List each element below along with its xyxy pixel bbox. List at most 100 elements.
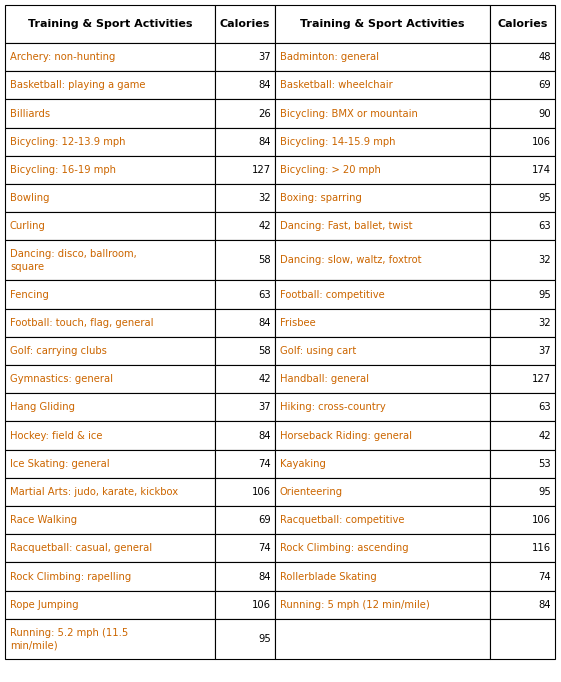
Bar: [215, 240, 275, 280]
Text: Bicycling: > 20 mph: Bicycling: > 20 mph: [280, 165, 381, 175]
Bar: [275, 71, 490, 100]
Text: 95: 95: [538, 487, 551, 497]
Text: Dancing: disco, ballroom,
square: Dancing: disco, ballroom, square: [10, 249, 137, 271]
Text: Ice Skating: general: Ice Skating: general: [10, 459, 109, 469]
Bar: [215, 449, 275, 478]
Text: 37: 37: [259, 52, 271, 62]
Text: Rope Jumping: Rope Jumping: [10, 599, 79, 610]
Bar: [275, 478, 490, 506]
Bar: [5, 421, 215, 449]
Text: Training & Sport Activities: Training & Sport Activities: [300, 19, 465, 29]
Bar: [215, 337, 275, 365]
Bar: [275, 128, 490, 155]
Text: Calories: Calories: [497, 19, 548, 29]
Text: 95: 95: [538, 193, 551, 203]
Bar: [490, 5, 555, 43]
Text: 84: 84: [539, 599, 551, 610]
Bar: [215, 308, 275, 337]
Text: Dancing: Fast, ballet, twist: Dancing: Fast, ballet, twist: [280, 221, 412, 231]
Text: Horseback Riding: general: Horseback Riding: general: [280, 430, 412, 441]
Bar: [215, 421, 275, 449]
Bar: [490, 394, 555, 421]
Text: Golf: carrying clubs: Golf: carrying clubs: [10, 346, 107, 356]
Bar: [275, 506, 490, 534]
Bar: [490, 240, 555, 280]
Bar: [5, 365, 215, 394]
Text: 84: 84: [259, 318, 271, 327]
Bar: [215, 280, 275, 308]
Bar: [215, 563, 275, 591]
Bar: [5, 534, 215, 563]
Bar: [5, 506, 215, 534]
Bar: [215, 5, 275, 43]
Text: 174: 174: [532, 165, 551, 175]
Text: 63: 63: [539, 221, 551, 231]
Text: 106: 106: [252, 599, 271, 610]
Text: Golf: using cart: Golf: using cart: [280, 346, 356, 356]
Bar: [275, 394, 490, 421]
Bar: [215, 155, 275, 184]
Bar: [5, 155, 215, 184]
Text: Race Walking: Race Walking: [10, 515, 77, 525]
Bar: [5, 394, 215, 421]
Bar: [215, 365, 275, 394]
Text: Bicycling: 12-13.9 mph: Bicycling: 12-13.9 mph: [10, 136, 126, 147]
Bar: [275, 421, 490, 449]
Text: 63: 63: [539, 402, 551, 413]
Text: Bicycling: BMX or mountain: Bicycling: BMX or mountain: [280, 108, 418, 119]
Text: 90: 90: [539, 108, 551, 119]
Text: Running: 5 mph (12 min/mile): Running: 5 mph (12 min/mile): [280, 599, 430, 610]
Bar: [5, 5, 215, 43]
Text: Bowling: Bowling: [10, 193, 49, 203]
Bar: [490, 337, 555, 365]
Bar: [215, 100, 275, 128]
Text: Bicycling: 16-19 mph: Bicycling: 16-19 mph: [10, 165, 116, 175]
Text: 127: 127: [252, 165, 271, 175]
Bar: [215, 128, 275, 155]
Text: 48: 48: [539, 52, 551, 62]
Text: 95: 95: [258, 634, 271, 644]
Text: Racquetball: casual, general: Racquetball: casual, general: [10, 544, 152, 553]
Bar: [215, 506, 275, 534]
Bar: [5, 449, 215, 478]
Bar: [5, 591, 215, 619]
Text: Gymnastics: general: Gymnastics: general: [10, 374, 113, 384]
Text: 32: 32: [259, 193, 271, 203]
Text: 84: 84: [259, 572, 271, 582]
Text: 69: 69: [258, 515, 271, 525]
Text: 74: 74: [539, 572, 551, 582]
Bar: [275, 5, 490, 43]
Bar: [5, 43, 215, 71]
Bar: [490, 155, 555, 184]
Bar: [275, 591, 490, 619]
Text: Boxing: sparring: Boxing: sparring: [280, 193, 362, 203]
Text: Archery: non-hunting: Archery: non-hunting: [10, 52, 116, 62]
Text: 58: 58: [259, 255, 271, 265]
Text: Hang Gliding: Hang Gliding: [10, 402, 75, 413]
Text: 106: 106: [252, 487, 271, 497]
Text: Kayaking: Kayaking: [280, 459, 326, 469]
Bar: [5, 184, 215, 212]
Text: Training & Sport Activities: Training & Sport Activities: [27, 19, 192, 29]
Text: Football: touch, flag, general: Football: touch, flag, general: [10, 318, 154, 327]
Bar: [275, 43, 490, 71]
Text: Orienteering: Orienteering: [280, 487, 343, 497]
Text: 95: 95: [538, 289, 551, 299]
Bar: [5, 100, 215, 128]
Bar: [275, 619, 490, 659]
Bar: [215, 591, 275, 619]
Bar: [5, 128, 215, 155]
Bar: [490, 212, 555, 240]
Text: Fencing: Fencing: [10, 289, 49, 299]
Bar: [215, 43, 275, 71]
Text: 84: 84: [259, 136, 271, 147]
Bar: [275, 365, 490, 394]
Text: 116: 116: [532, 544, 551, 553]
Bar: [275, 337, 490, 365]
Text: 74: 74: [259, 544, 271, 553]
Text: Billiards: Billiards: [10, 108, 50, 119]
Text: 37: 37: [259, 402, 271, 413]
Bar: [490, 421, 555, 449]
Text: Hockey: field & ice: Hockey: field & ice: [10, 430, 103, 441]
Bar: [5, 212, 215, 240]
